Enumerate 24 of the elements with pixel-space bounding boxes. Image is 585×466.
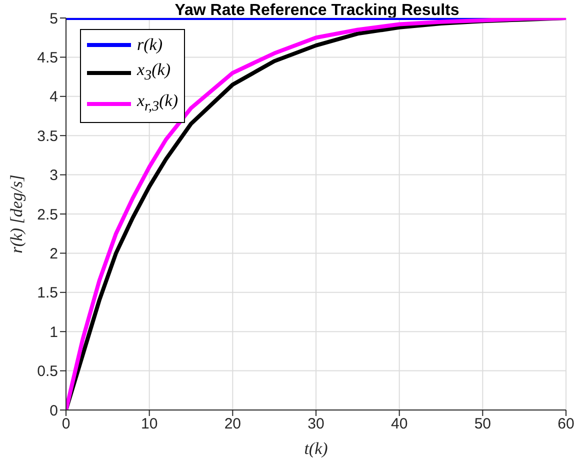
x-tick-label: 20 xyxy=(224,416,242,433)
legend-label: x$_{r,3}$(k) xyxy=(137,90,178,117)
x-tick-label: 60 xyxy=(558,416,574,433)
x-tick-label: 0 xyxy=(62,416,70,433)
x-tick-label: 30 xyxy=(308,416,324,433)
y-tick-label: 2 xyxy=(50,246,58,263)
legend-label: r(k) xyxy=(137,34,162,56)
x-tick-label: 50 xyxy=(474,416,492,433)
y-tick-label: 2.5 xyxy=(37,206,58,224)
y-tick-label: 4 xyxy=(50,88,58,106)
x-axis-title: t(k) xyxy=(304,439,328,458)
y-tick-label: 3.5 xyxy=(37,128,58,145)
x-tick-label: 40 xyxy=(390,416,408,433)
y-tick-label: 1 xyxy=(50,324,58,341)
y-tick-label: 5 xyxy=(50,10,58,28)
y-tick-label: 0 xyxy=(50,402,58,420)
legend-label: x$_{3}$(k) xyxy=(137,59,170,86)
y-axis-title: r(k) [deg/s] xyxy=(7,174,26,254)
y-tick-label: 0.5 xyxy=(37,363,58,380)
y-tick-label: 3 xyxy=(50,167,58,184)
chart-title: Yaw Rate Reference Tracking Results xyxy=(174,2,460,20)
x-tick-label: 10 xyxy=(140,416,158,433)
y-tick-label: 4.5 xyxy=(37,50,58,67)
y-tick-label: 1.5 xyxy=(37,284,58,302)
